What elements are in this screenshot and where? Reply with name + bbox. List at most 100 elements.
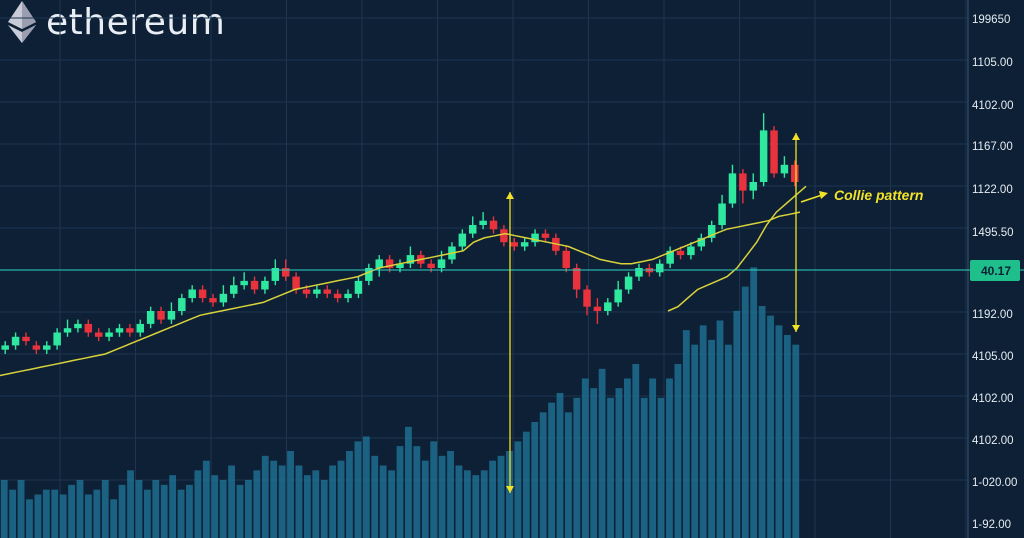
volume-bar bbox=[202, 460, 210, 538]
volume-bar bbox=[716, 320, 724, 538]
volume-bar bbox=[632, 364, 640, 538]
price-axis: 199650 1105.00 4102.00 1167.00 1122.00 1495.5… bbox=[970, 14, 1020, 531]
candle-body bbox=[292, 276, 300, 290]
candle-body bbox=[32, 345, 41, 350]
volume-bar bbox=[245, 480, 252, 538]
candle-body bbox=[323, 289, 332, 294]
candle-body bbox=[604, 302, 612, 311]
volume-bar bbox=[548, 402, 555, 538]
volume-bar bbox=[783, 335, 791, 538]
candle-body bbox=[385, 259, 394, 268]
volume-bar bbox=[573, 397, 581, 538]
volume-bar bbox=[312, 470, 320, 538]
candle-body bbox=[84, 323, 93, 333]
candle-body bbox=[728, 173, 737, 204]
volume-bar bbox=[413, 446, 421, 538]
volume-bar bbox=[118, 484, 126, 538]
candle-body bbox=[780, 164, 789, 174]
candle-body bbox=[136, 323, 144, 333]
volume-bar bbox=[699, 325, 707, 538]
candle-body bbox=[541, 233, 550, 238]
candle-body bbox=[676, 250, 685, 256]
volume-bar bbox=[34, 494, 42, 538]
candle-body bbox=[250, 280, 259, 290]
volume-bar bbox=[792, 344, 800, 538]
volume-bar bbox=[76, 480, 84, 538]
moving-averages bbox=[0, 185, 807, 377]
candle-body bbox=[635, 268, 643, 277]
volume-bar bbox=[371, 455, 379, 538]
volume-bar bbox=[472, 475, 480, 538]
volume-bar bbox=[160, 484, 168, 538]
volume-bar bbox=[186, 484, 193, 538]
volume-bar bbox=[556, 393, 564, 538]
candle-body bbox=[230, 285, 238, 294]
price-tick-label: 4102.00 bbox=[972, 435, 1014, 447]
candle-body bbox=[354, 280, 363, 294]
volume-bar bbox=[447, 451, 454, 538]
candles bbox=[1, 113, 799, 354]
current-price-badge bbox=[970, 260, 1020, 281]
volume-bar bbox=[514, 441, 522, 538]
candle-body bbox=[167, 311, 176, 320]
candle-body bbox=[115, 328, 124, 333]
volume-bar bbox=[169, 475, 177, 538]
volume-bar bbox=[497, 455, 505, 538]
volume-bar bbox=[649, 378, 657, 538]
price-tick-label: 1167.00 bbox=[972, 141, 1013, 153]
candle-body bbox=[1, 345, 9, 350]
volume-bar bbox=[152, 480, 160, 538]
volume-bar bbox=[93, 489, 101, 538]
volume-bar bbox=[506, 451, 513, 538]
range-arrow-left-arrowhead-bottom bbox=[506, 486, 514, 493]
candle-body bbox=[656, 263, 664, 273]
candle-body bbox=[427, 263, 435, 268]
volume-bar bbox=[674, 364, 682, 538]
candle-body bbox=[437, 259, 446, 268]
price-tick-label: 4102.00 bbox=[972, 100, 1014, 112]
volume-bar bbox=[741, 286, 749, 538]
volume-bar bbox=[640, 397, 648, 538]
candle-body bbox=[593, 306, 602, 311]
candle-body bbox=[146, 311, 155, 324]
volume-bar bbox=[346, 451, 353, 538]
volume-bar bbox=[438, 455, 446, 538]
volume-bar bbox=[682, 330, 690, 538]
candle-body bbox=[791, 164, 799, 182]
candle-body bbox=[188, 289, 196, 299]
volume-bar bbox=[68, 484, 75, 538]
volume-bar bbox=[489, 460, 497, 538]
range-arrow-right-arrowhead-bottom bbox=[792, 325, 800, 332]
volume-bar bbox=[253, 470, 261, 538]
price-tick-label: 4105.00 bbox=[972, 351, 1014, 363]
volume-bar bbox=[85, 494, 92, 538]
candle-body bbox=[500, 229, 508, 243]
price-tick-label: 1-92.00 bbox=[972, 519, 1011, 531]
candle-body bbox=[396, 263, 404, 268]
candle-body bbox=[520, 242, 529, 247]
volume-bar bbox=[135, 480, 143, 538]
candle-body bbox=[157, 311, 165, 320]
candle-body bbox=[209, 298, 217, 303]
volume-bar bbox=[725, 344, 732, 538]
volume-bar bbox=[750, 267, 758, 538]
candle-body bbox=[770, 130, 778, 174]
volume-bar bbox=[303, 475, 311, 538]
candle-body bbox=[707, 225, 716, 238]
ethereum-diamond-icon bbox=[8, 1, 36, 43]
current-price-label: 40.17 bbox=[981, 264, 1011, 278]
volume-bar bbox=[581, 378, 589, 538]
volume-bar bbox=[388, 470, 395, 538]
volume-bar bbox=[531, 422, 539, 538]
price-tick-label: 1122.00 bbox=[972, 184, 1013, 196]
candle-body bbox=[105, 332, 113, 337]
volume-bar bbox=[354, 441, 362, 538]
candle-body bbox=[479, 220, 487, 225]
candle-body bbox=[302, 289, 311, 294]
volume-bar bbox=[219, 480, 227, 538]
volume-bar bbox=[691, 344, 699, 538]
volume-bars bbox=[0, 267, 800, 538]
candle-body bbox=[718, 203, 726, 225]
volume-bar bbox=[379, 465, 387, 538]
